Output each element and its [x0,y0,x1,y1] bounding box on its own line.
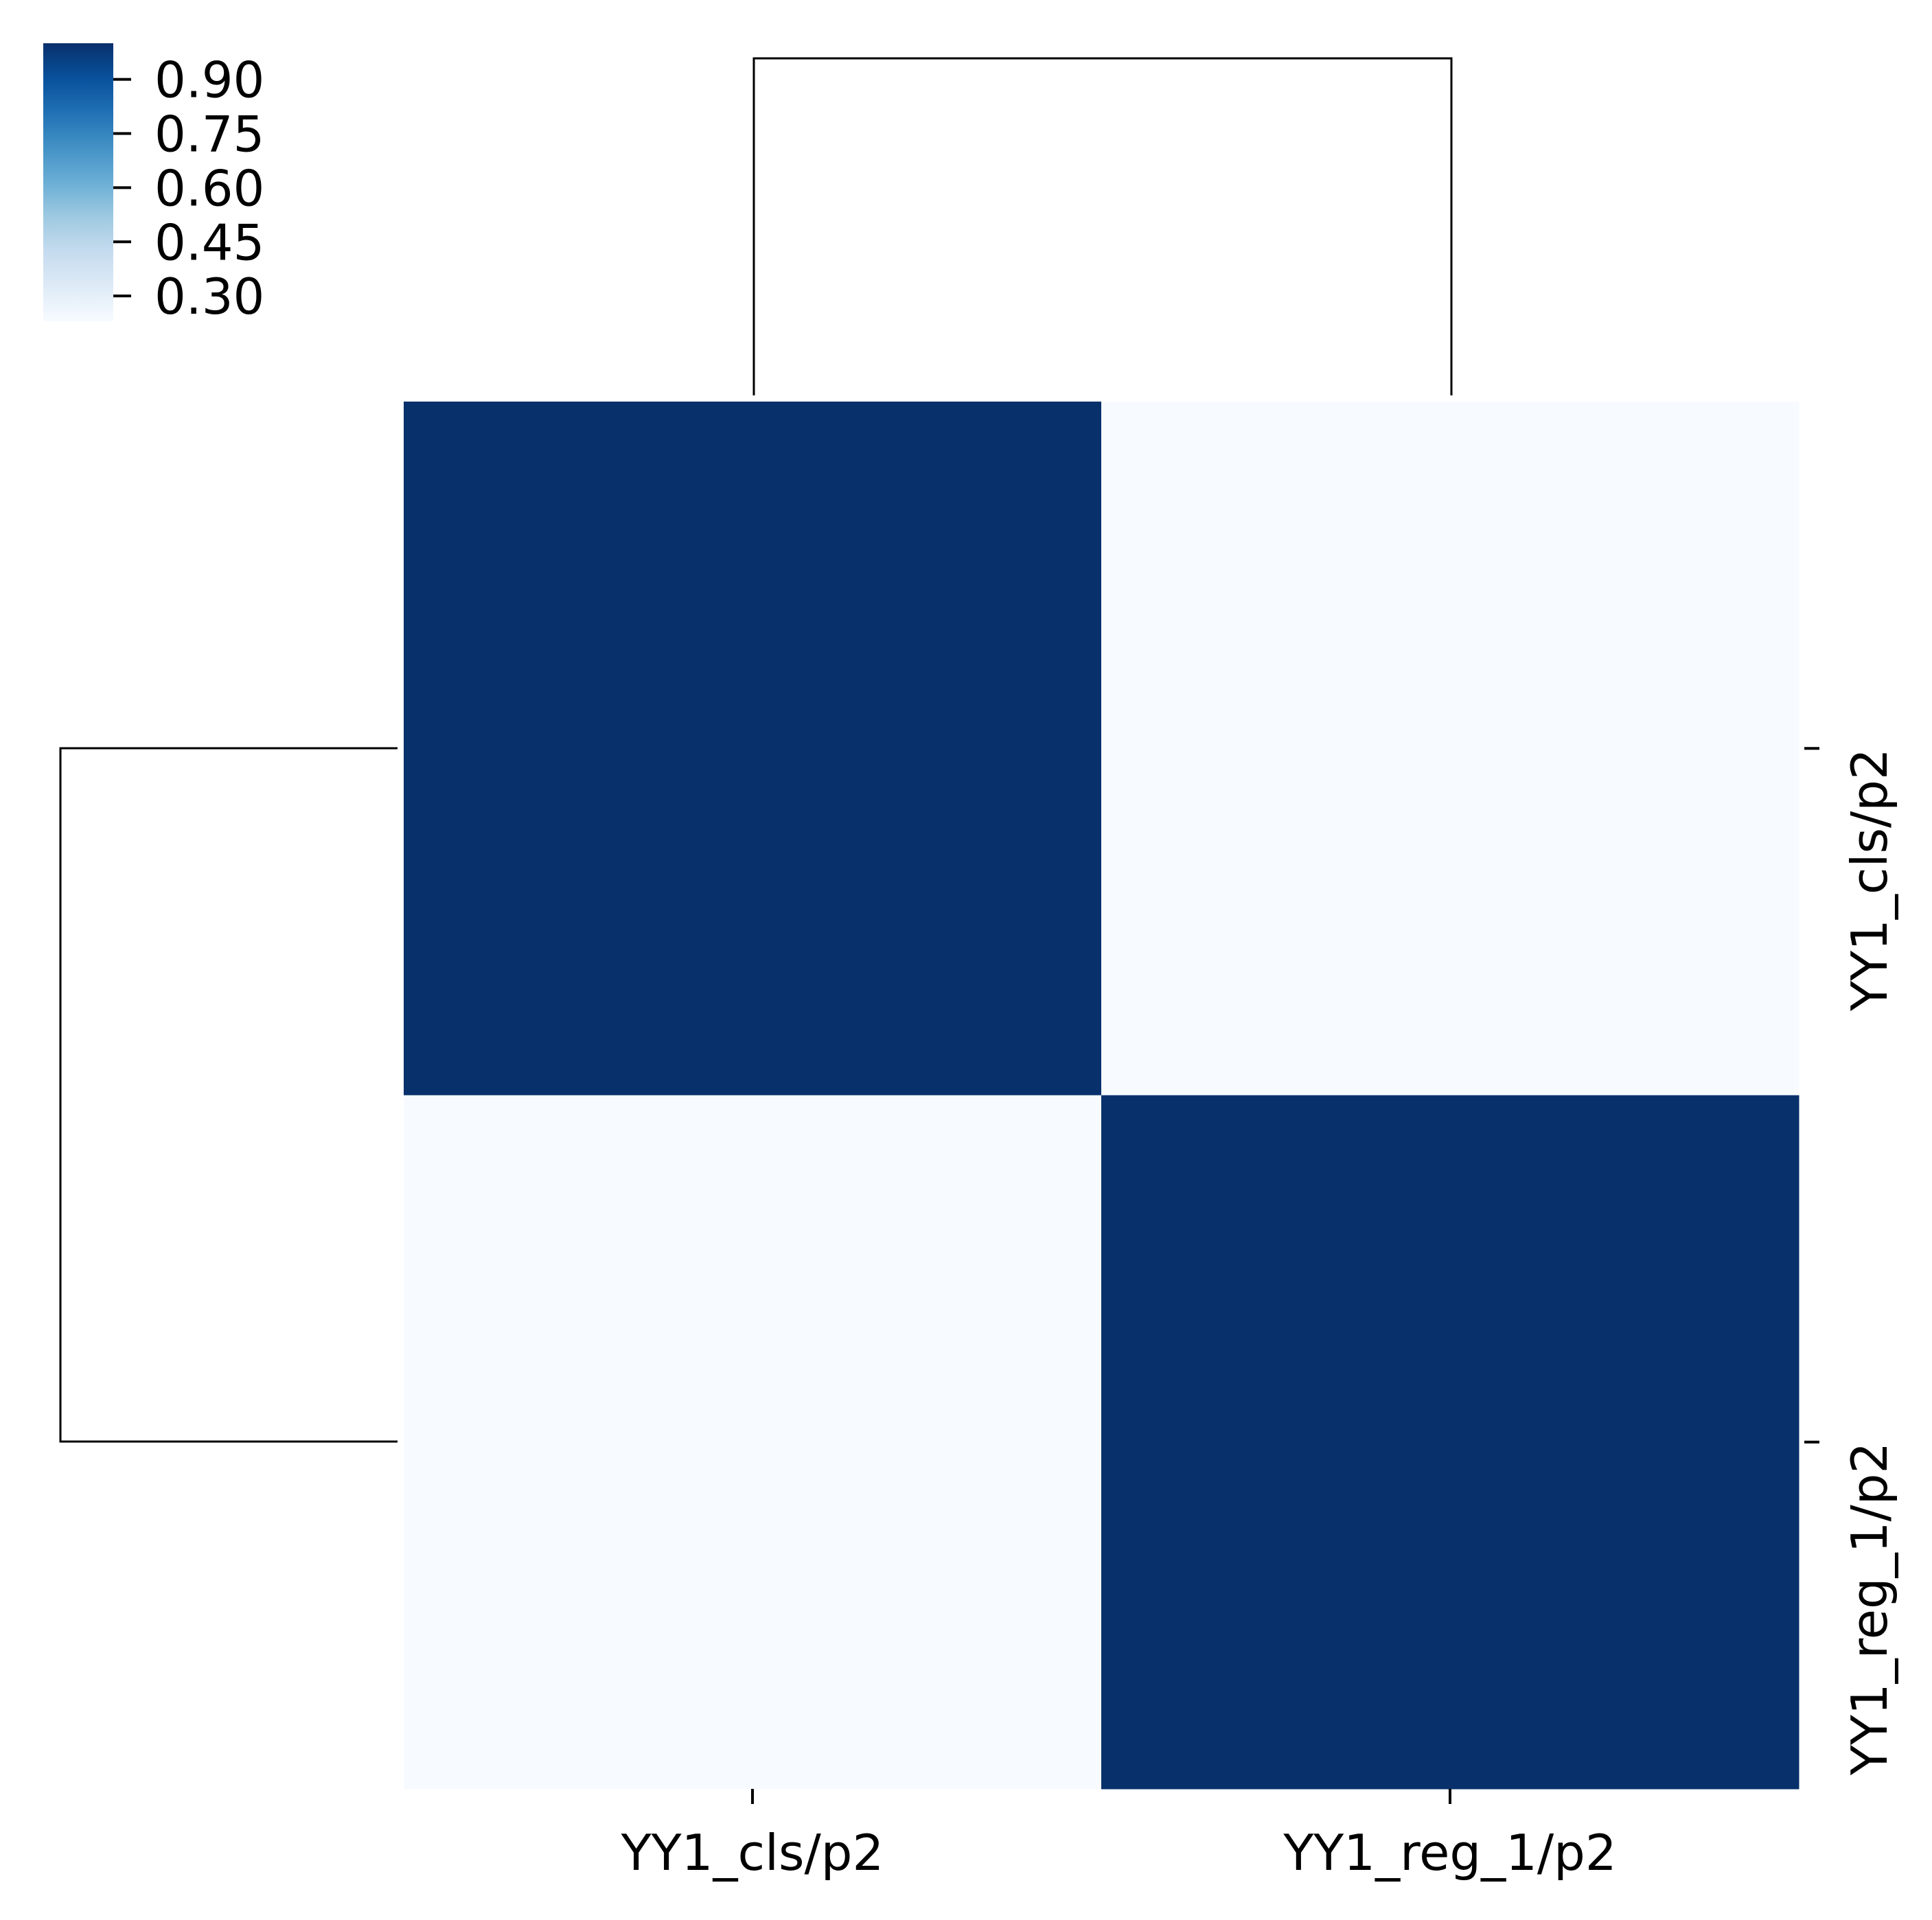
x-tick-label: YY1_reg_1/p2 [1283,1824,1616,1882]
colorbar-tick-label: 0.45 [154,213,264,271]
y-tick-label: YY1_reg_1/p2 [1841,1442,1898,1776]
heatmap-cell [1101,1095,1799,1790]
row-dendrogram [59,747,398,1443]
heatmap-cells [404,402,1799,1790]
y-axis: YY1_cls/p2 YY1_reg_1/p2 [1804,747,1898,1776]
x-tick-label: YY1_cls/p2 [621,1824,884,1882]
colorbar-tick-label: 0.75 [154,105,264,163]
colorbar: 0.900.750.600.450.30 [43,43,264,325]
colorbar-ticks: 0.900.750.600.450.30 [113,51,264,325]
y-tick-label: YY1_cls/p2 [1841,748,1898,1012]
colorbar-gradient [43,43,113,321]
column-dendrogram-link [752,57,1453,395]
heatmap-cell [404,402,1102,1096]
heatmap-cell [404,1095,1102,1790]
x-axis: YY1_cls/p2 YY1_reg_1/p2 [621,1789,1617,1882]
colorbar-tick-label: 0.60 [154,159,264,217]
heatmap-cell [1101,402,1799,1096]
row-dendrogram-link [59,747,398,1443]
column-dendrogram [752,57,1453,395]
colorbar-tick-label: 0.30 [154,268,264,325]
colorbar-tick-label: 0.90 [154,51,264,109]
